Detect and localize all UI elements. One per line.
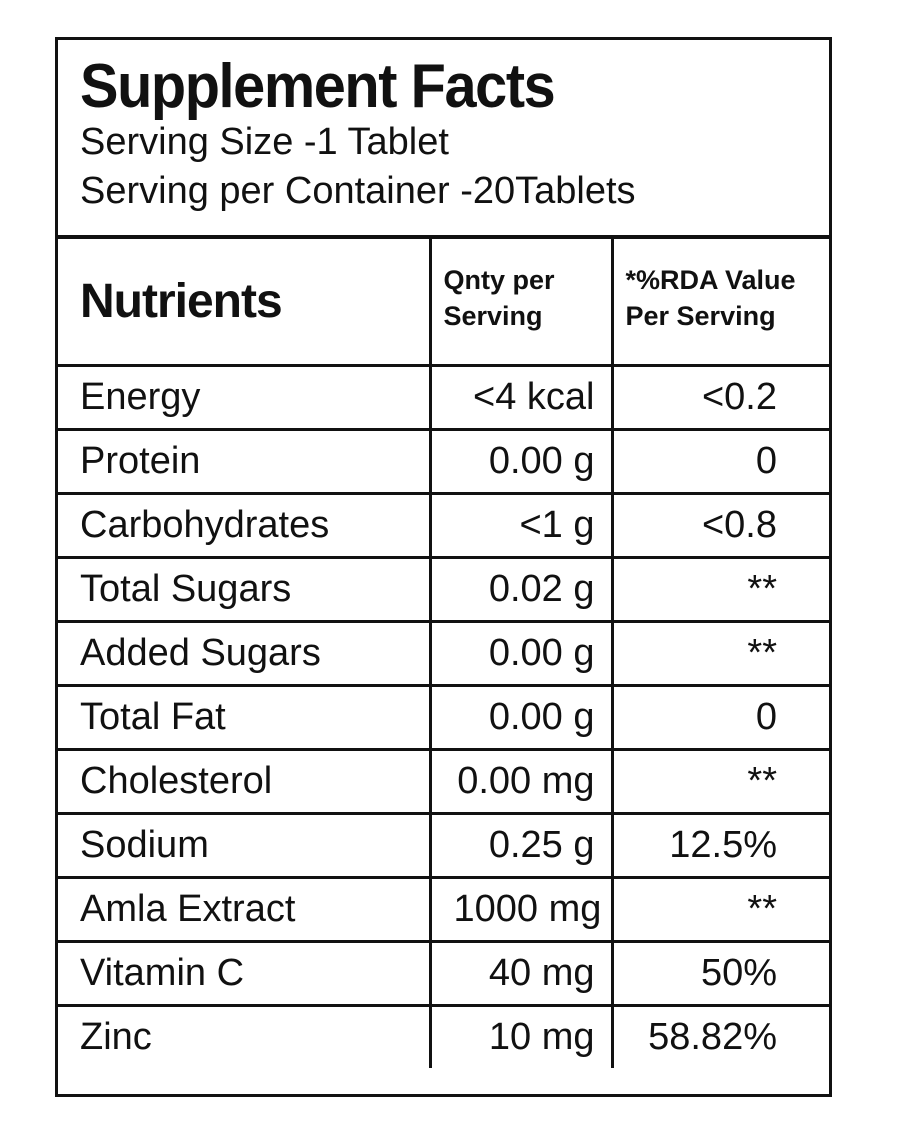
- nutrient-name: Total Sugars: [58, 556, 432, 623]
- header: Supplement Facts Serving Size -1 Tablet …: [58, 40, 829, 239]
- nutrient-row: Amla Extract 1000 mg **: [58, 876, 829, 943]
- nutrient-name: Added Sugars: [58, 620, 432, 687]
- nutrient-row: Added Sugars 0.00 g **: [58, 620, 829, 687]
- nutrient-name: Energy: [58, 364, 432, 431]
- quantity: 40 mg: [428, 940, 614, 1007]
- title: Supplement Facts: [80, 52, 556, 121]
- quantity: 0.00 g: [428, 428, 614, 495]
- nutrient-name: Zinc: [58, 1004, 432, 1068]
- rda-value: 58.82%: [610, 1004, 829, 1068]
- rda-value: 50%: [610, 940, 829, 1007]
- table-body: Nutrients Qnty per Serving *%RDA Value P…: [58, 239, 829, 1068]
- rda-value: <0.2: [610, 364, 829, 431]
- nutrient-name: Protein: [58, 428, 432, 495]
- quantity: 0.02 g: [428, 556, 614, 623]
- nutrient-name: Amla Extract: [58, 876, 432, 943]
- nutrient-row: Cholesterol 0.00 mg **: [58, 748, 829, 815]
- servings-per-container: Serving per Container -20Tablets: [80, 170, 636, 212]
- quantity: <1 g: [428, 492, 614, 559]
- nutrient-row: Vitamin C 40 mg 50%: [58, 940, 829, 1007]
- nutrient-name: Carbohydrates: [58, 492, 432, 559]
- nutrient-name: Sodium: [58, 812, 432, 879]
- nutrient-row: Energy <4 kcal <0.2: [58, 364, 829, 431]
- nutrient-name: Total Fat: [58, 684, 432, 751]
- nutrient-table: Nutrients Qnty per Serving *%RDA Value P…: [58, 239, 829, 1068]
- quantity: 0.00 mg: [428, 748, 614, 815]
- quantity: 0.00 g: [428, 620, 614, 687]
- rda-value: **: [610, 556, 829, 623]
- quantity: 1000 mg: [428, 876, 614, 943]
- serving-size: Serving Size -1 Tablet: [80, 121, 449, 163]
- quantity: 10 mg: [428, 1004, 614, 1068]
- column-header: Nutrients: [58, 239, 432, 367]
- rda-value: <0.8: [610, 492, 829, 559]
- quantity: 0.00 g: [428, 684, 614, 751]
- quantity: 0.25 g: [428, 812, 614, 879]
- quantity: <4 kcal: [428, 364, 614, 431]
- supplement-facts-panel: Supplement Facts Serving Size -1 Tablet …: [55, 37, 832, 1097]
- nutrient-name: Vitamin C: [58, 940, 432, 1007]
- nutrient-name: Cholesterol: [58, 748, 432, 815]
- rda-value: **: [610, 620, 829, 687]
- nutrient-row: Carbohydrates <1 g <0.8: [58, 492, 829, 559]
- header-row: Nutrients Qnty per Serving *%RDA Value P…: [58, 239, 829, 367]
- column-header: Qnty per Serving: [428, 239, 614, 367]
- rda-value: 12.5%: [610, 812, 829, 879]
- rda-value: **: [610, 748, 829, 815]
- nutrient-row: Total Sugars 0.02 g **: [58, 556, 829, 623]
- rda-value: 0: [610, 684, 829, 751]
- nutrient-row: Zinc 10 mg 58.82%: [58, 1004, 829, 1068]
- nutrient-row: Sodium 0.25 g 12.5%: [58, 812, 829, 879]
- rda-value: 0: [610, 428, 829, 495]
- column-header: *%RDA Value Per Serving: [610, 239, 829, 367]
- rda-value: **: [610, 876, 829, 943]
